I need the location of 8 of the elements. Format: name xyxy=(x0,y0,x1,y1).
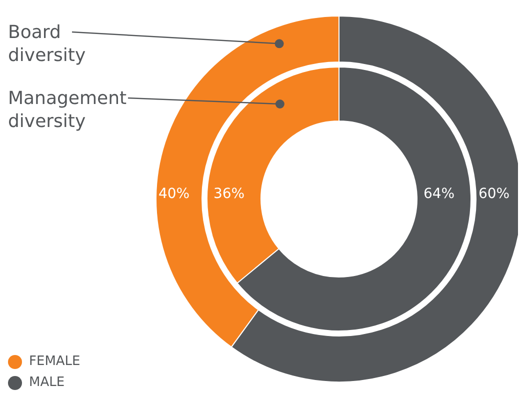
data-label: 36% xyxy=(213,186,245,202)
data-label: 40% xyxy=(158,186,190,202)
slice-label: Board diversity xyxy=(8,22,86,66)
data-label: 60% xyxy=(478,186,510,202)
data-label: 64% xyxy=(423,186,455,202)
slice-label: Management diversity xyxy=(8,88,127,132)
legend-label: FEMALE xyxy=(29,354,80,369)
legend-label: MALE xyxy=(29,375,65,390)
